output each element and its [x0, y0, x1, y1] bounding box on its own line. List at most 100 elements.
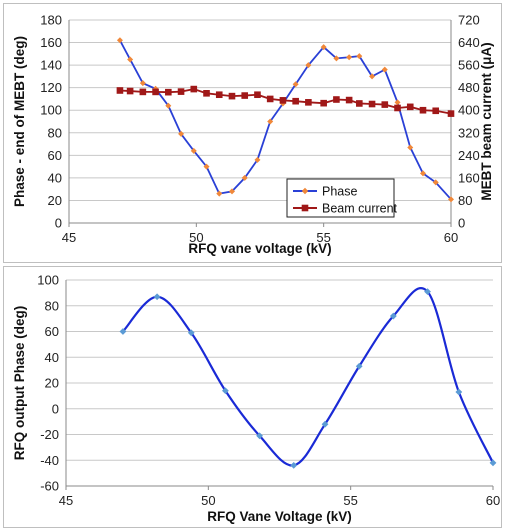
y-tick-label: -20: [40, 427, 59, 442]
data-point: [116, 37, 123, 44]
x-tick-label: 45: [62, 230, 76, 245]
y2-tick-label: 400: [458, 103, 480, 118]
data-point: [190, 147, 197, 154]
data-point: [178, 130, 185, 137]
data-point: [222, 387, 229, 395]
data-point: [356, 100, 363, 107]
y2-tick-label: 720: [458, 13, 480, 28]
legend-marker: [301, 187, 309, 195]
data-point: [177, 88, 185, 95]
data-point: [305, 62, 312, 69]
data-point: [305, 99, 312, 106]
gridlines: [66, 279, 493, 487]
data-point: [153, 293, 161, 301]
data-point: [333, 96, 340, 103]
data-point: [266, 95, 274, 103]
data-point: [165, 88, 172, 96]
data-point: [292, 81, 299, 88]
x-tick-label: 45: [59, 493, 73, 508]
y2-tick-label: 320: [458, 125, 480, 140]
data-point: [292, 97, 299, 105]
series-beam-current: [116, 85, 455, 117]
data-point: [215, 91, 223, 99]
data-point: [368, 100, 376, 108]
data-point: [228, 92, 236, 100]
data-point: [448, 196, 454, 203]
y-tick-label: -60: [40, 479, 59, 494]
x-tick-label: 60: [486, 493, 500, 508]
data-point: [406, 103, 414, 111]
data-point: [333, 55, 340, 62]
x-tick-label: 55: [316, 230, 330, 245]
data-point: [389, 312, 397, 320]
data-point: [321, 420, 329, 428]
series-phase: [116, 37, 454, 203]
data-point: [187, 329, 195, 337]
data-point: [290, 462, 298, 469]
data-point: [241, 174, 248, 181]
series-line: [122, 287, 494, 467]
series-0: [119, 287, 497, 469]
y-axis-title: Phase - end of MEBT (deg): [12, 36, 27, 207]
data-point: [139, 88, 147, 96]
data-point: [369, 73, 376, 80]
data-point: [256, 432, 263, 440]
data-point: [356, 53, 363, 60]
data-point: [424, 288, 431, 295]
data-point: [320, 44, 327, 51]
data-point: [279, 97, 287, 104]
data-point: [267, 118, 274, 125]
y2-tick-label: 80: [458, 193, 472, 208]
data-point: [190, 85, 198, 93]
data-point: [489, 459, 497, 467]
y-tick-label: 100: [40, 103, 62, 118]
y-tick-label: 60: [45, 324, 59, 339]
y2-tick-label: 560: [458, 58, 480, 73]
x-axis-title: RFQ vane voltage (kV): [188, 241, 331, 256]
legend: Phase Beam current: [286, 178, 398, 218]
data-point: [447, 110, 455, 117]
data-point: [254, 91, 261, 99]
y2-tick-label: 240: [458, 148, 480, 163]
data-point: [203, 90, 210, 97]
gridlines: [69, 19, 451, 224]
x-tick-label: 60: [444, 230, 458, 245]
y-tick-label: 140: [40, 58, 62, 73]
y-tick-label: 20: [48, 193, 62, 208]
data-point: [407, 144, 414, 151]
y2-tick-label: 0: [458, 216, 465, 231]
data-point: [432, 179, 439, 186]
y-tick-label: 0: [52, 401, 59, 416]
y-tick-label: -40: [40, 453, 59, 468]
y-tick-label: 40: [48, 170, 62, 185]
y-tick-label: 100: [37, 273, 59, 288]
y-tick-label: 0: [55, 216, 62, 231]
y2-tick-label: 480: [458, 80, 480, 95]
data-point: [419, 170, 426, 177]
data-point: [203, 163, 210, 170]
x-axis-title: RFQ Vane Voltage (kV): [207, 509, 352, 524]
data-point: [152, 88, 159, 96]
data-point: [165, 102, 172, 109]
y-tick-label: 160: [40, 35, 62, 50]
legend-marker: [301, 204, 309, 212]
data-point: [139, 80, 146, 87]
x-tick-label: 50: [201, 493, 215, 508]
data-point: [419, 106, 427, 114]
y2-axis-title: MEBT beam current (μA): [479, 42, 494, 200]
data-point: [116, 87, 124, 94]
data-point: [228, 188, 235, 195]
data-point: [345, 96, 353, 104]
data-point: [432, 107, 440, 115]
data-point: [254, 156, 261, 163]
y-axis-title: RFQ output Phase (deg): [12, 306, 27, 461]
y-tick-label: 180: [40, 13, 62, 28]
data-point: [381, 66, 388, 73]
data-point: [216, 190, 223, 197]
y-tick-label: 60: [48, 148, 62, 163]
y-tick-label: 20: [45, 376, 59, 391]
top-chart-panel: 0 20 40 60 80 100 120 140 160 180 45 50 55 60 0 80 160 24…: [3, 3, 502, 263]
y2-tick-label: 640: [458, 35, 480, 50]
